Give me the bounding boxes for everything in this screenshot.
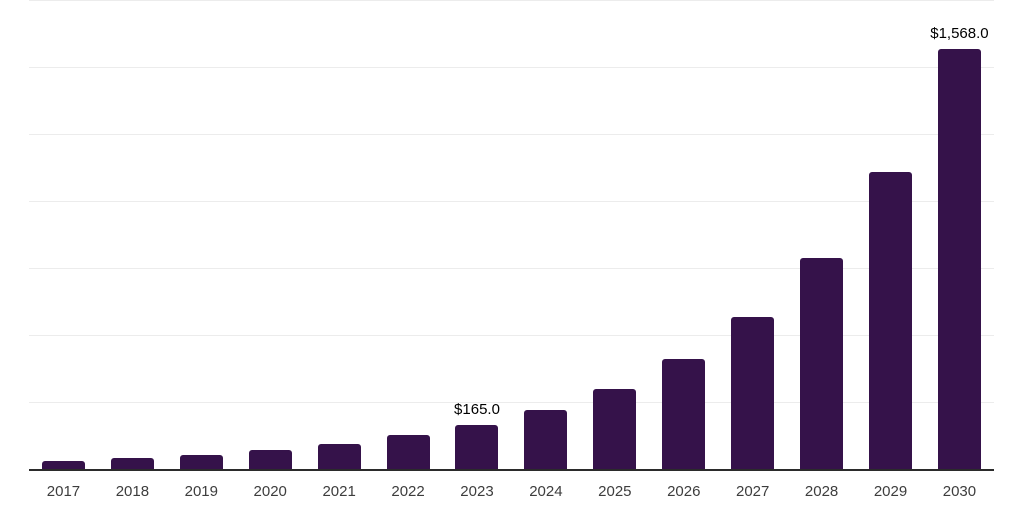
- x-tick-label-2023: 2023: [460, 483, 494, 500]
- x-tick-label-2027: 2027: [735, 483, 770, 500]
- bar-2022: [386, 434, 430, 469]
- bar-group-2029: [856, 0, 925, 469]
- bar-group-2028: [787, 0, 856, 469]
- x-tick-label-2024: 2024: [529, 483, 563, 500]
- bars-row: $165.0 $1,568.0: [29, 0, 994, 469]
- bar-group-2026: [649, 0, 718, 469]
- bar-2025: [593, 388, 637, 469]
- bar-chart: $165.0 $1,568.0 2017 2018 2019 2020 2021 2022 2…: [29, 0, 994, 500]
- gridline-250: [29, 402, 994, 403]
- gridline-1250: [29, 134, 994, 135]
- gridline-750: [29, 268, 994, 269]
- bar-2020: [248, 450, 292, 469]
- bar-2021: [317, 444, 361, 469]
- x-tick-label-2017: 2017: [46, 483, 81, 500]
- bar-group-2017: [29, 0, 98, 469]
- bar-2019: [179, 454, 223, 469]
- x-tick-label-2029: 2029: [873, 483, 908, 500]
- x-tick-label-2020: 2020: [253, 483, 287, 500]
- bar-2029: [869, 171, 913, 469]
- bar-2028: [800, 258, 844, 469]
- gridline-1000: [29, 201, 994, 202]
- bar-2024: [524, 410, 568, 469]
- bar-group-2023: $165.0: [443, 0, 512, 469]
- x-tick-label-2026: 2026: [667, 483, 701, 500]
- x-axis-line: [29, 469, 994, 471]
- value-label-2023: $165.0: [454, 400, 500, 418]
- bar-group-2019: [167, 0, 236, 469]
- gridline-1500: [29, 67, 994, 68]
- bar-group-2027: [718, 0, 787, 469]
- bar-group-2020: [236, 0, 305, 469]
- bar-2017: [41, 460, 85, 469]
- bar-2023: [455, 424, 499, 469]
- x-tick-label-2025: 2025: [598, 483, 632, 500]
- plot-area: $165.0 $1,568.0: [29, 0, 994, 469]
- bar-group-2030: $1,568.0: [925, 0, 994, 469]
- bar-group-2018: [98, 0, 167, 469]
- bar-group-2024: [511, 0, 580, 469]
- x-tick-label-2021: 2021: [322, 483, 356, 500]
- bar-group-2022: [374, 0, 443, 469]
- x-tick-label-2019: 2019: [184, 483, 218, 500]
- bar-2030: [937, 48, 981, 469]
- x-tick-label-2030: 2030: [942, 483, 977, 500]
- bar-2027: [731, 317, 775, 469]
- x-tick-label-2018: 2018: [115, 483, 150, 500]
- bar-2018: [110, 457, 154, 469]
- gridline-1750: [29, 0, 994, 1]
- bar-group-2021: [305, 0, 374, 469]
- x-tick-label-2028: 2028: [804, 483, 839, 500]
- value-label-2030: $1,568.0: [930, 24, 989, 42]
- bar-2026: [662, 358, 706, 469]
- gridline-500: [29, 335, 994, 336]
- x-axis-labels: 2017 2018 2019 2020 2021 2022 2023 2024 2025 2026…: [29, 483, 994, 500]
- bar-group-2025: [580, 0, 649, 469]
- x-tick-label-2022: 2022: [391, 483, 425, 500]
